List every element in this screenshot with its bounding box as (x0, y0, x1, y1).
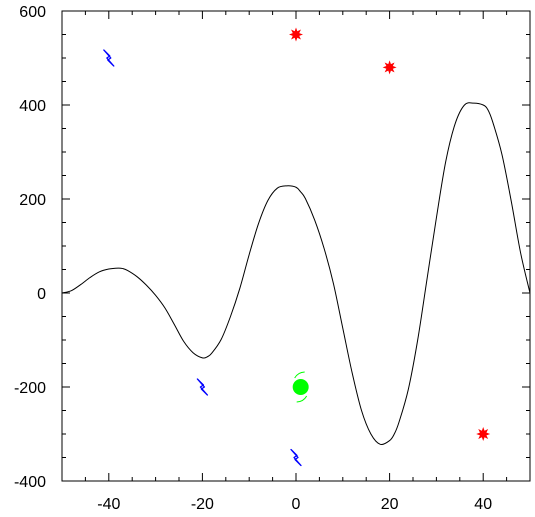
series-line (61, 102, 531, 446)
y-tick-label: 600 (19, 4, 46, 21)
star-marker (289, 27, 303, 42)
lightning-marker (290, 448, 302, 467)
y-tick-label: 400 (19, 98, 46, 115)
lightning-marker (103, 49, 115, 67)
star-marker (476, 427, 491, 441)
y-tick-label: -200 (14, 380, 46, 397)
y-tick-label: 0 (37, 286, 46, 303)
circle-marker-arc (296, 395, 308, 403)
x-tick-label: 40 (474, 496, 492, 513)
axis-ticks (61, 10, 531, 482)
x-tick-label: -40 (97, 496, 120, 513)
y-tick-label: -400 (14, 474, 46, 491)
plot-frame (61, 10, 531, 482)
x-tick-label: 20 (381, 496, 399, 513)
y-tick-label: 200 (19, 192, 46, 209)
x-tick-label: -20 (191, 496, 214, 513)
series-layer (61, 102, 531, 446)
lightning-marker (196, 378, 209, 396)
circle-marker-arc (294, 371, 305, 379)
marker-layer (103, 27, 491, 467)
circle-marker (292, 379, 309, 395)
star-marker (382, 60, 397, 75)
x-tick-label: 0 (292, 496, 301, 513)
